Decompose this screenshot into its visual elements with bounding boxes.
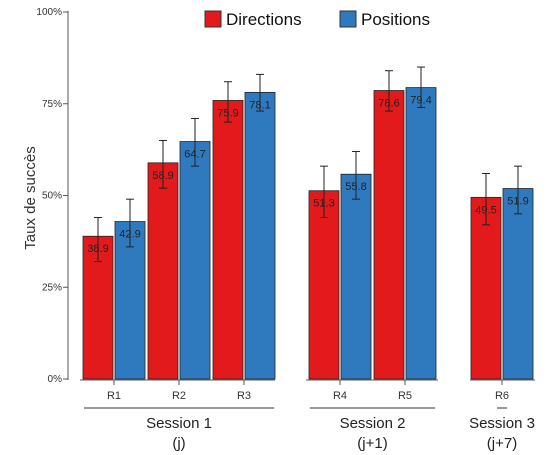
data-label: 51.9 — [507, 196, 528, 208]
legend-swatch-positions — [339, 10, 357, 28]
group-sublabel-1: (j) — [172, 435, 185, 452]
data-label: 51.3 — [313, 198, 334, 210]
legend-label-positions: Positions — [361, 10, 430, 29]
data-label: 78.1 — [249, 99, 270, 111]
y-tick-label: 25% — [42, 282, 62, 293]
bar-positions-r4 — [340, 173, 372, 380]
y-tick-label: 100% — [36, 7, 62, 18]
legend-label-directions: Directions — [226, 10, 302, 29]
legend-swatch-directions — [204, 10, 222, 28]
y-tick-label: 75% — [42, 99, 62, 110]
bar-directions-r5 — [373, 90, 405, 380]
y-tick-label: 50% — [42, 191, 62, 202]
legend: Directions Positions — [204, 10, 430, 29]
group-sublabel-2: (j+1) — [357, 435, 387, 452]
category-label-r2: R2 — [172, 390, 186, 402]
data-label: 79.4 — [410, 95, 431, 107]
data-label: 55.8 — [345, 181, 366, 193]
bar-positions-r2 — [179, 141, 211, 380]
group-sublabel-3: (j+7) — [487, 435, 517, 452]
bar-directions-r3 — [212, 100, 244, 380]
category-label-r6: R6 — [495, 390, 509, 402]
data-label: 42.9 — [119, 229, 140, 241]
data-label: 38.9 — [87, 243, 108, 255]
data-label: 78.6 — [378, 98, 399, 110]
data-label: 58.9 — [152, 170, 173, 182]
group-label-1: Session 1 — [146, 415, 212, 432]
bar-positions-r1 — [114, 221, 146, 380]
group-label-2: Session 2 — [340, 415, 406, 432]
y-tick-label: 0% — [48, 374, 63, 385]
bar-positions-r3 — [244, 91, 276, 380]
bar-positions-r5 — [405, 87, 437, 380]
data-label: 49.5 — [475, 204, 496, 216]
bar-directions-r2 — [147, 162, 179, 380]
category-label-r4: R4 — [333, 390, 347, 402]
category-label-r3: R3 — [237, 390, 251, 402]
bar-positions-r6 — [502, 188, 534, 380]
bar-directions-r6 — [470, 196, 502, 380]
group-label-3: Session 3 — [469, 415, 535, 432]
category-label-r5: R5 — [398, 390, 412, 402]
bar-directions-r4 — [308, 190, 340, 380]
category-label-r1: R1 — [107, 390, 121, 402]
data-label: 75.9 — [217, 107, 238, 119]
data-label: 64.7 — [184, 149, 205, 161]
y-axis-label: Taux de succès — [22, 146, 39, 249]
